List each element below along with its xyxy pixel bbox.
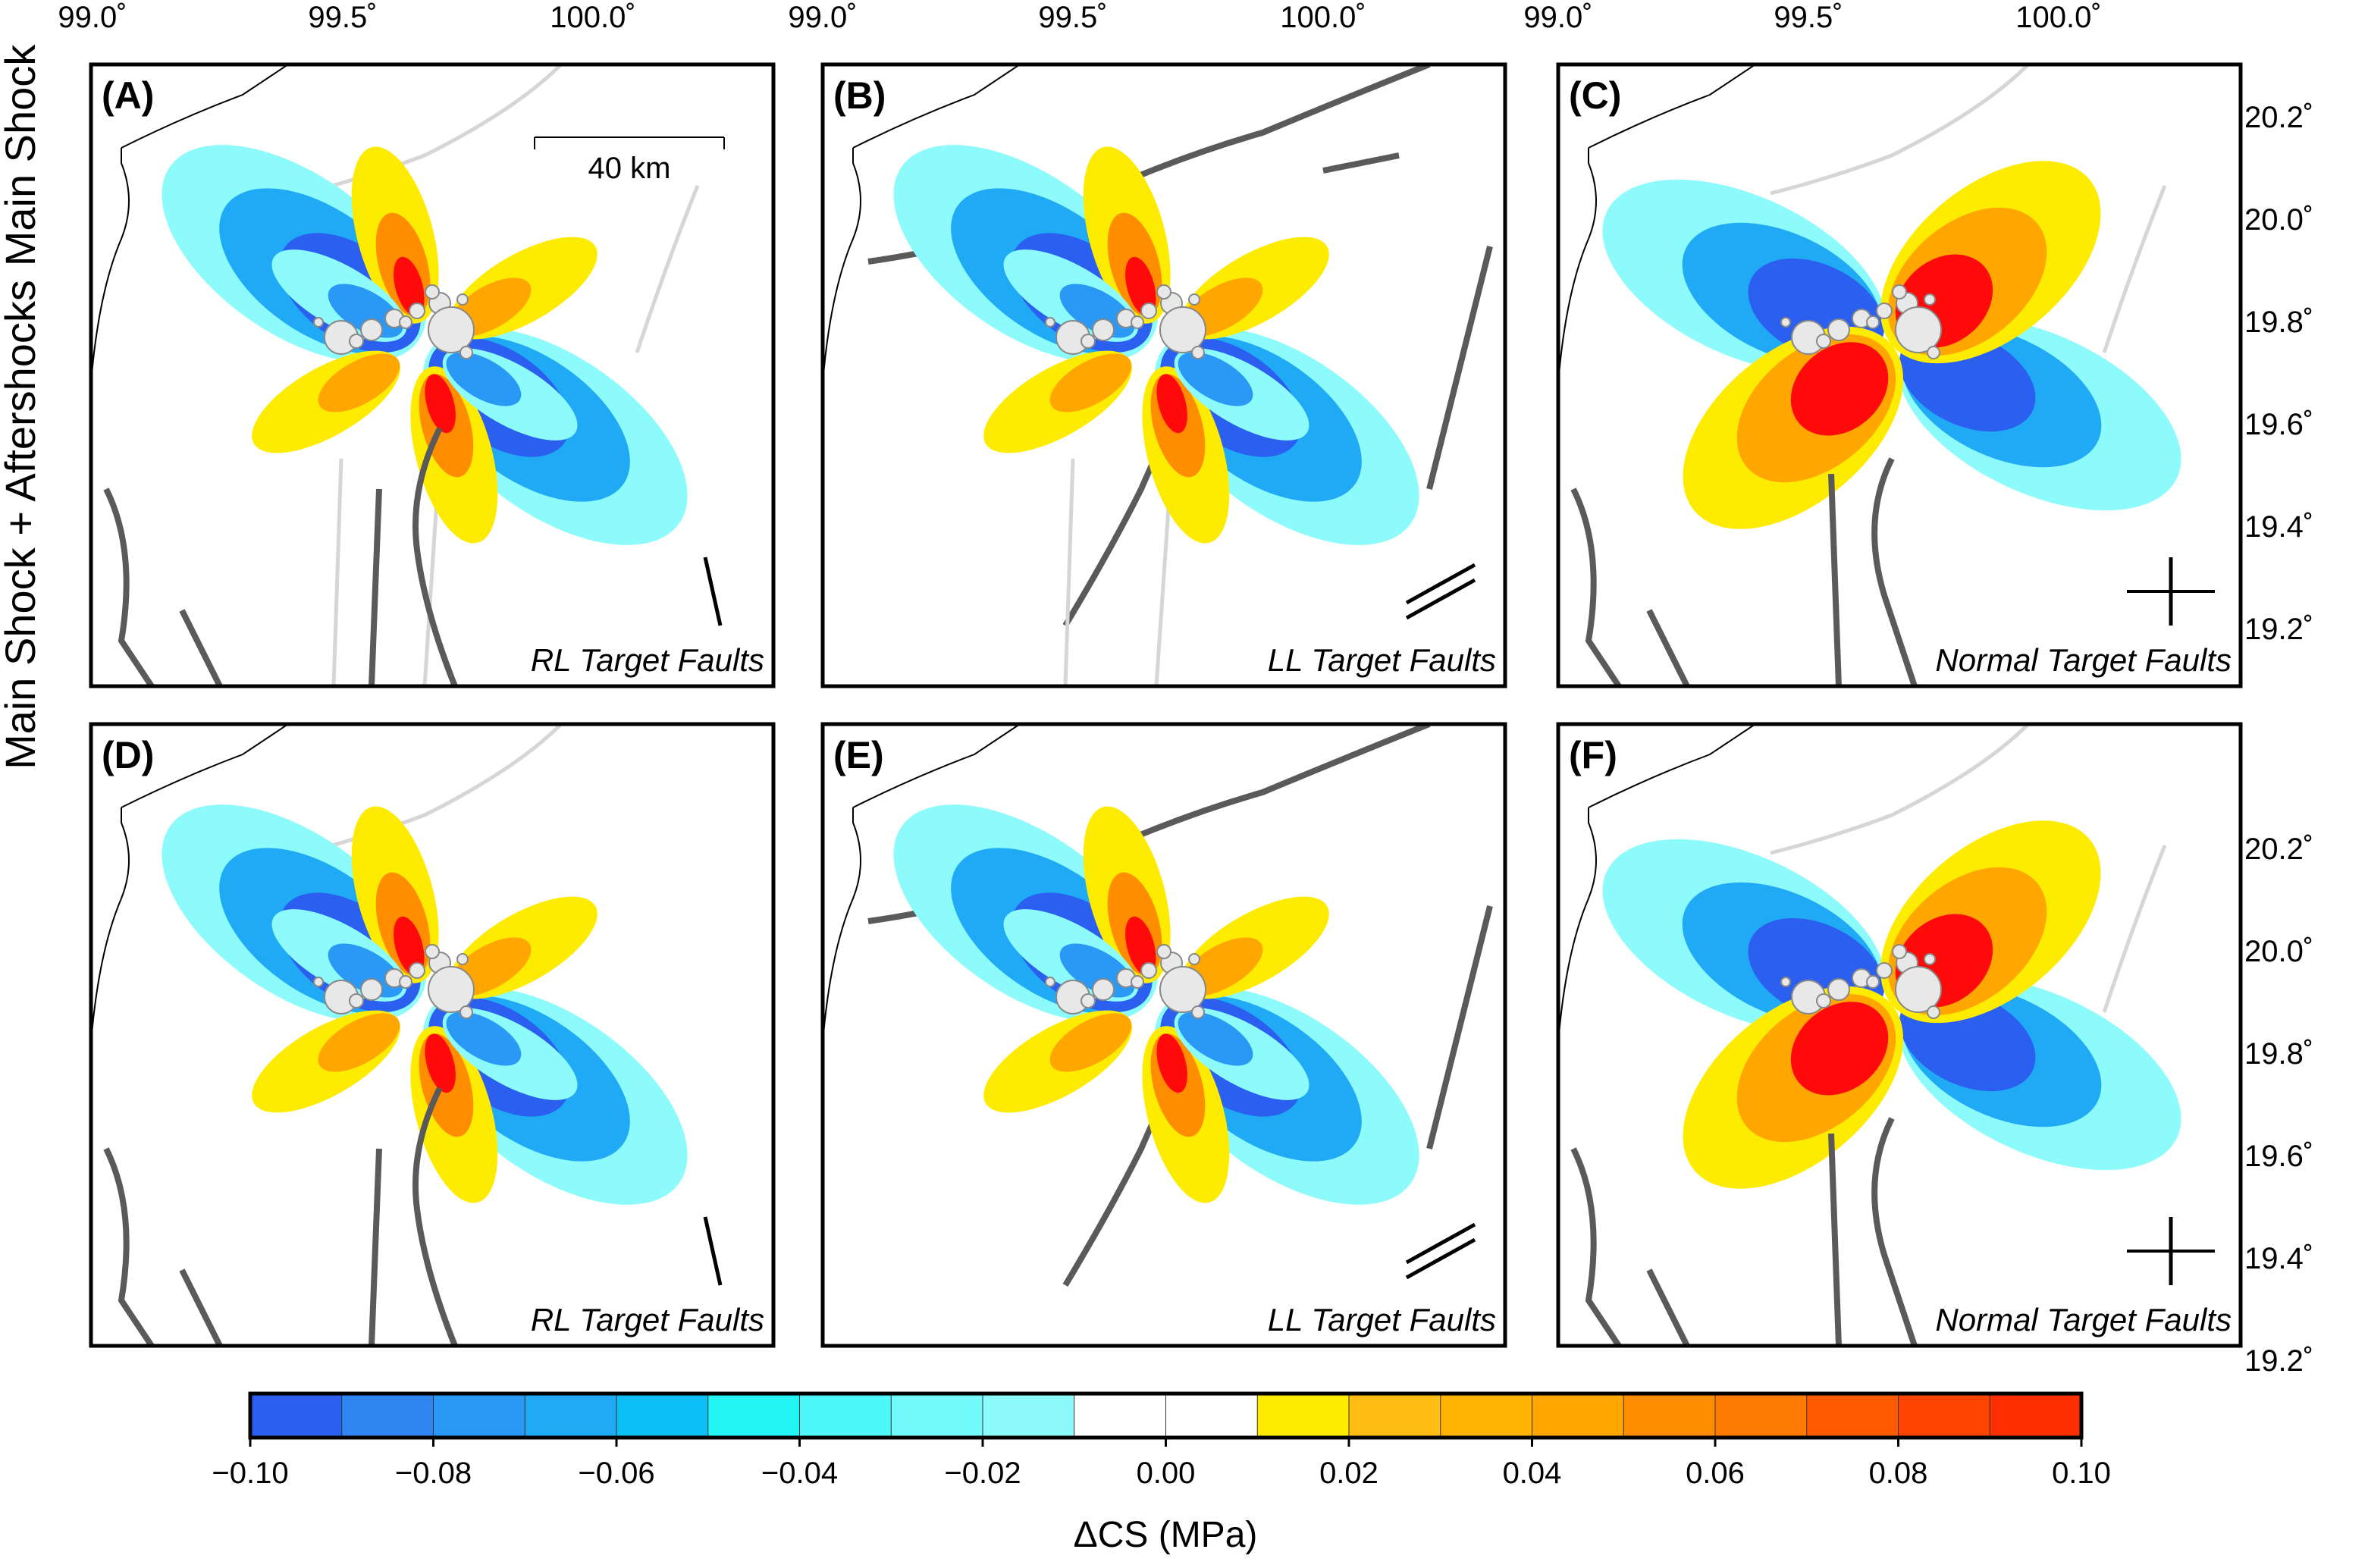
panel-label: (A) <box>102 74 154 117</box>
x-tick-label: 100.0˚ <box>2015 1 2101 34</box>
target-label: LL Target Faults <box>1268 642 1496 678</box>
colorbar-tick-label: 0.08 <box>1869 1457 1928 1490</box>
y-tick-label: 19.2˚ <box>2244 1344 2313 1378</box>
scale-bar-label: 40 km <box>588 152 671 185</box>
x-tick-label: 99.0˚ <box>1523 1 1592 34</box>
panel-d: (D) RL Target Faults <box>89 722 776 1348</box>
y-tick-label: 20.0˚ <box>2244 203 2313 237</box>
y-tick-label: 19.6˚ <box>2244 408 2313 441</box>
colorbar-cell <box>1440 1393 1533 1438</box>
colorbar-cell <box>799 1393 892 1438</box>
panel-a: (A) 40 km RL Target Faults <box>89 62 776 688</box>
x-tick-label: 99.5˚ <box>308 1 377 34</box>
panel-e: (E) LL Target Faults <box>820 722 1507 1348</box>
y-tick-label: 19.4˚ <box>2244 510 2313 544</box>
colorbar-tick-label: 0.00 <box>1137 1457 1196 1490</box>
colorbar-tick-label: −0.06 <box>578 1457 654 1490</box>
colorbar-tick-label: 0.06 <box>1686 1457 1745 1490</box>
colorbar-tick-label: −0.10 <box>212 1457 288 1490</box>
colorbar-tick-labels: −0.10 −0.08 −0.06 −0.04 −0.02 0.00 0.02 0.04 0.0… <box>212 1438 2111 1490</box>
y-tick-label: 20.0˚ <box>2244 935 2313 968</box>
colorbar-tick-label: −0.08 <box>395 1457 472 1490</box>
panel-label: (C) <box>1569 74 1621 117</box>
x-tick-labels: 99.0˚ 99.5˚ 100.0˚ 99.0˚ 99.5˚ 100.0˚ 99… <box>58 1 2101 34</box>
target-label: Normal Target Faults <box>1935 1302 2232 1338</box>
x-tick-label: 100.0˚ <box>1280 1 1366 34</box>
panel-label: (B) <box>833 74 886 117</box>
colorbar-cell <box>1074 1393 1167 1438</box>
target-label: RL Target Faults <box>531 642 764 678</box>
y-tick-label: 19.8˚ <box>2244 1037 2313 1071</box>
y-tick-label: 20.2˚ <box>2244 833 2313 866</box>
row-label-top: Main Shock <box>0 44 44 267</box>
panel-b: (B) LL Target Faults <box>820 62 1507 688</box>
y-tick-label: 20.2˚ <box>2244 101 2313 134</box>
colorbar-cell <box>1714 1393 1808 1438</box>
colorbar-cell <box>1623 1393 1716 1438</box>
colorbar: −0.10 −0.08 −0.06 −0.04 −0.02 0.00 0.02 0.04 0.0… <box>212 1391 2111 1555</box>
panel-label: (D) <box>102 734 154 776</box>
panel-c: (C) Normal Target Faults <box>1556 62 2243 688</box>
row-label-main-shock-aftershocks: Main Shock + Aftershocks <box>0 280 44 770</box>
colorbar-cell <box>1989 1393 2082 1438</box>
colorbar-cell <box>1806 1393 1899 1438</box>
y-tick-label: 19.8˚ <box>2244 306 2313 339</box>
colorbar-cell <box>1898 1393 1991 1438</box>
colorbar-cell <box>890 1393 983 1438</box>
colorbar-cell <box>1256 1393 1350 1438</box>
colorbar-cell <box>982 1393 1075 1438</box>
colorbar-tick-label: 0.04 <box>1503 1457 1562 1490</box>
y-tick-label: 19.6˚ <box>2244 1140 2313 1173</box>
colorbar-tick-label: 0.02 <box>1319 1457 1378 1490</box>
target-label: LL Target Faults <box>1268 1302 1496 1338</box>
colorbar-tick-label: −0.04 <box>761 1457 838 1490</box>
colorbar-cell <box>433 1393 526 1438</box>
x-tick-label: 99.5˚ <box>1038 1 1107 34</box>
y-tick-label: 19.4˚ <box>2244 1242 2313 1275</box>
colorbar-cell <box>249 1393 343 1438</box>
colorbar-cell <box>341 1393 434 1438</box>
target-label: Normal Target Faults <box>1935 642 2232 678</box>
colorbar-title: ΔCS (MPa) <box>1074 1515 1258 1555</box>
colorbar-tick-label: −0.02 <box>944 1457 1021 1490</box>
panel-label: (E) <box>833 734 884 776</box>
colorbar-cell <box>1532 1393 1625 1438</box>
x-tick-label: 99.0˚ <box>788 1 857 34</box>
row-label-main-shock: Main Shock <box>0 44 44 267</box>
target-label: RL Target Faults <box>531 1302 764 1338</box>
colorbar-tick-label: 0.10 <box>2052 1457 2111 1490</box>
x-tick-label: 99.0˚ <box>58 1 127 34</box>
y-tick-labels: 20.2˚ 20.0˚ 19.8˚ 19.6˚ 19.4˚ 19.2˚ 20.2… <box>2244 101 2313 1378</box>
colorbar-cell <box>707 1393 801 1438</box>
colorbar-cell <box>1348 1393 1441 1438</box>
y-tick-label: 19.2˚ <box>2244 613 2313 646</box>
colorbar-cell <box>616 1393 709 1438</box>
colorbar-cells <box>249 1393 2082 1438</box>
x-tick-label: 100.0˚ <box>550 1 635 34</box>
panel-f: (F) Normal Target Faults <box>1556 722 2243 1348</box>
colorbar-cell <box>524 1393 617 1438</box>
colorbar-cell <box>1165 1393 1259 1438</box>
panel-label: (F) <box>1569 734 1617 776</box>
row-label-bottom: Main Shock + Aftershocks <box>0 280 44 770</box>
x-tick-label: 99.5˚ <box>1774 1 1843 34</box>
